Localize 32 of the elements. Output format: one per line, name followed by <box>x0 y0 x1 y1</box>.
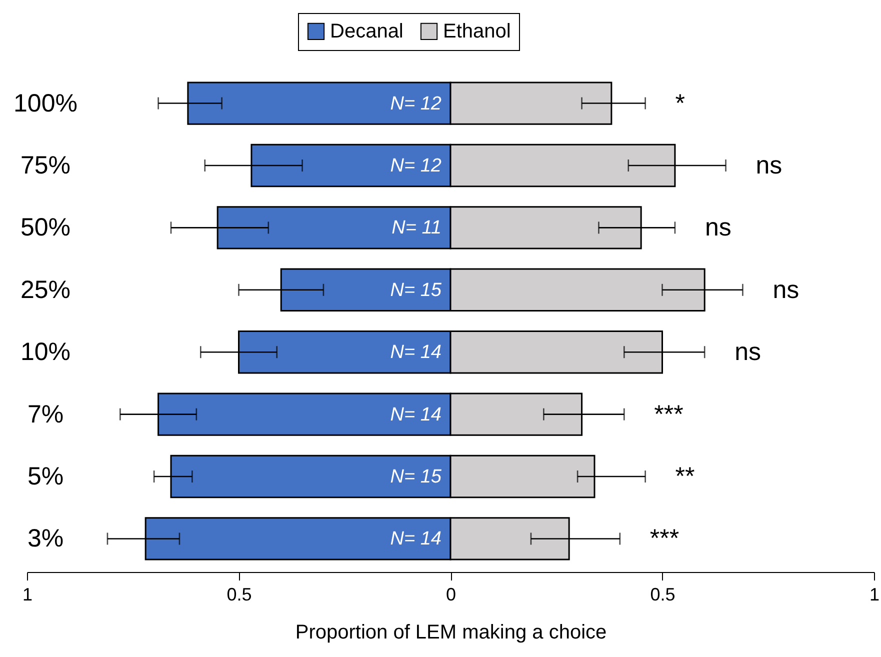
y-tick-label: 50% <box>20 214 71 242</box>
annotation: N= 11 <box>392 218 442 239</box>
annotation: N= 12 <box>390 155 442 176</box>
x-axis-title: Proportion of LEM making a choice <box>295 622 607 644</box>
y-tick-label: 75% <box>20 151 71 180</box>
annotation: N= 15 <box>390 466 442 488</box>
legend-label: Ethanol <box>443 20 511 42</box>
annotation: N= 12 <box>390 93 442 114</box>
y-tick-label: 10% <box>20 338 71 366</box>
y-tick-label: 7% <box>27 400 64 428</box>
y-tick-label: 100% <box>14 89 78 118</box>
legend-label: Decanal <box>330 20 404 42</box>
x-tick-label: 0 <box>446 584 456 604</box>
x-tick-label: 1 <box>22 584 33 604</box>
x-tick-label: 1 <box>869 584 880 604</box>
y-tick-label: 5% <box>27 462 64 491</box>
x-tick-label: 0.5 <box>226 584 252 604</box>
x-tick-label: 0.5 <box>650 584 676 604</box>
annotation: ns <box>756 151 782 180</box>
annotation: N= 15 <box>390 280 442 301</box>
annotation: * <box>675 89 686 118</box>
annotation: ns <box>772 276 800 304</box>
annotation: N= 14 <box>390 342 442 364</box>
y-tick-label: 25% <box>20 276 71 304</box>
y-tick-label: 3% <box>27 524 64 553</box>
annotation: ns <box>704 214 732 242</box>
annotation: *** <box>650 524 680 553</box>
annotation: ns <box>734 338 762 366</box>
annotation: ** <box>675 462 696 491</box>
annotation: *** <box>654 400 684 428</box>
annotation: N= 14 <box>390 528 442 550</box>
annotation: N= 14 <box>390 404 442 426</box>
